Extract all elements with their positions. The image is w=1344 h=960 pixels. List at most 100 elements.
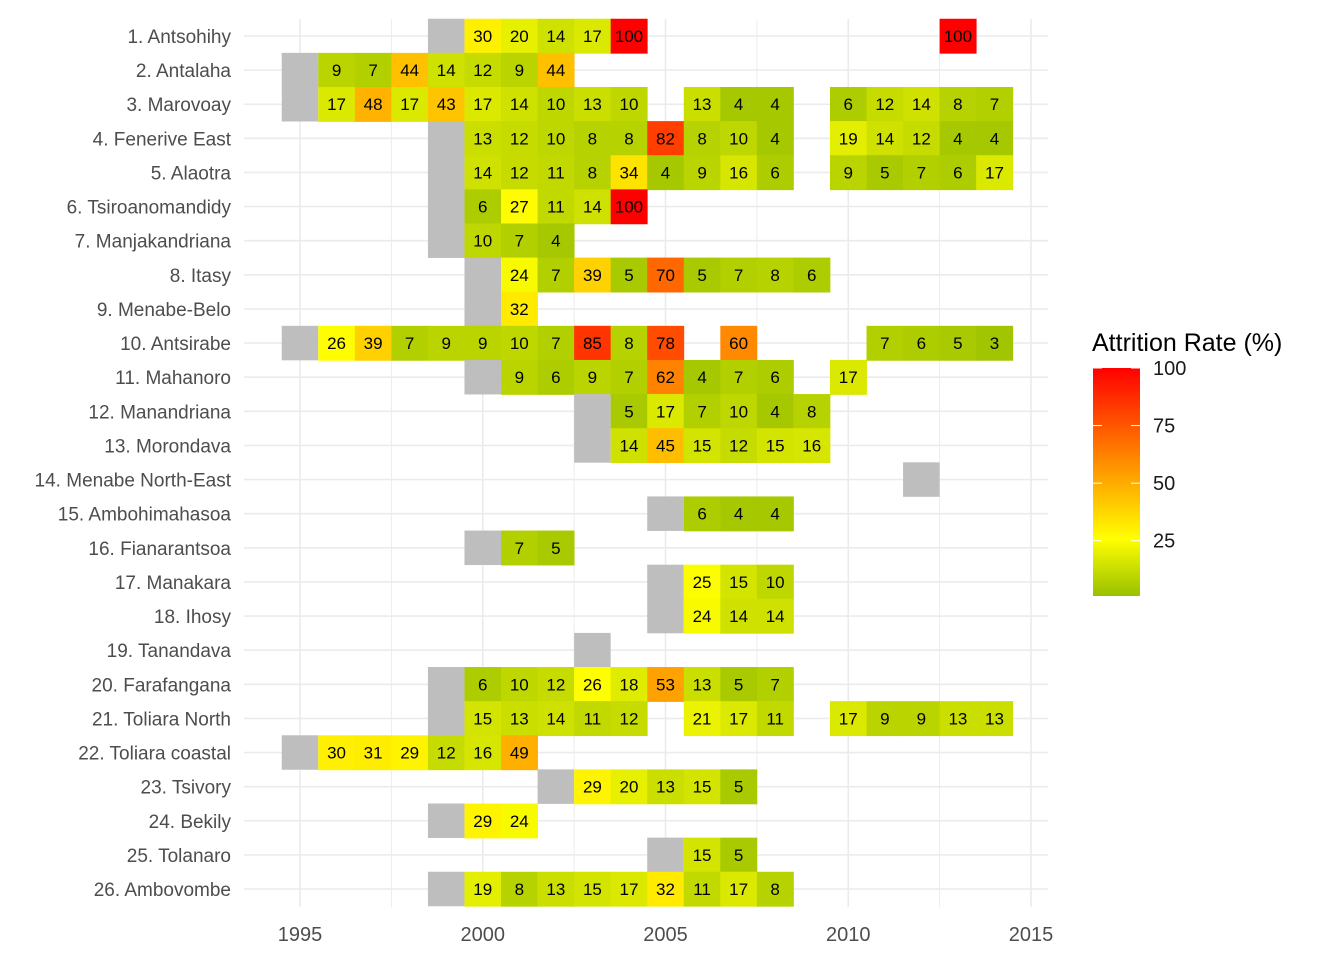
heatmap-cell-missing [427,223,465,258]
y-axis-label: 18. Ihosy [154,607,232,628]
heatmap-cell [683,871,721,907]
heatmap-cell [939,155,977,191]
y-axis-label: 26. Ambovombe [94,880,231,901]
y-axis-label: 13. Morondava [104,436,231,457]
cell-value-label: 12 [473,61,492,80]
cell-value-label: 7 [551,334,560,353]
heatmap-cell [720,86,758,122]
cell-value-label: 16 [802,436,821,455]
y-axis-label: 3. Marovoay [126,95,231,116]
heatmap-cell [574,325,612,361]
cell-value-label: 32 [510,300,529,319]
cell-value-label: 6 [770,163,779,182]
heatmap-cell [756,394,794,429]
heatmap-cell [756,359,794,395]
heatmap-cell-missing [574,632,611,668]
heatmap-cell [464,803,502,839]
heatmap-cell [976,155,1014,191]
cell-value-label: 11 [693,880,711,899]
heatmap-cell [501,52,538,88]
cell-value-label: 17 [583,27,602,46]
heatmap-cell [647,394,685,429]
legend-title: Attrition Rate (%) [1092,329,1282,357]
legend-tick-label: 75 [1153,416,1175,438]
heatmap-cell [976,325,1014,361]
cell-value-label: 14 [510,95,529,114]
cell-value-label: 27 [510,198,529,217]
heatmap-cell [501,223,538,259]
heatmap-cell [501,667,538,702]
heatmap-cell [720,871,758,907]
cell-value-label: 6 [478,198,487,217]
heatmap-cell [501,18,538,54]
heatmap-cell [756,155,794,191]
heatmap-cell [501,359,538,395]
y-axis-label: 23. Tsivory [141,778,232,799]
cell-value-label: 15 [473,709,492,728]
heatmap-cell [647,121,685,157]
heatmap-cell [391,735,429,771]
heatmap-cell [501,86,538,122]
cell-value-label: 8 [807,402,816,421]
cell-value-label: 9 [515,61,524,80]
cell-value-label: 16 [729,163,748,182]
heatmap-cell [464,86,502,122]
cell-value-label: 31 [364,744,383,763]
cell-value-label: 15 [693,778,712,797]
legend-tick-label: 50 [1153,473,1175,495]
y-axis-label: 7. Manjakandriana [75,232,232,253]
heatmap-cell [720,257,758,293]
y-axis-label: 12. Manandriana [88,402,231,423]
cell-value-label: 7 [734,266,743,285]
heatmap-cell [756,86,794,122]
cell-value-label: 14 [546,27,565,46]
cell-value-label: 12 [729,436,748,455]
cell-value-label: 26 [327,334,346,353]
cell-value-label: 3 [990,334,999,353]
y-axis-label: 22. Toliara coastal [78,744,231,765]
heatmap-cell [683,769,721,805]
heatmap-cell-missing [427,803,465,839]
heatmap-cell-missing [464,257,502,293]
heatmap-cell [501,257,538,293]
cell-value-label: 78 [656,334,675,353]
heatmap-cell [501,871,538,907]
cell-value-label: 9 [588,368,597,387]
cell-value-label: 19 [473,880,492,899]
cell-value-label: 6 [844,95,853,114]
cell-value-label: 9 [697,163,706,182]
cell-value-label: 5 [734,846,743,865]
y-axis-label: 2. Antalaha [136,61,232,82]
heatmap-cell-missing [281,325,319,361]
heatmap-cell-missing [464,291,502,327]
heatmap-cell [756,871,794,907]
heatmap-cell [574,189,612,225]
heatmap-cell [610,428,648,464]
cell-value-label: 18 [619,675,638,694]
heatmap-cell [683,86,721,122]
cell-value-label: 60 [729,334,748,353]
cell-value-label: 13 [583,95,602,114]
heatmap-cell [574,701,612,737]
heatmap-cell [939,121,977,157]
heatmap-cell [610,155,648,191]
cell-value-label: 12 [437,744,456,763]
heatmap-cell [829,86,867,122]
cell-value-label: 30 [473,27,492,46]
cell-value-label: 44 [546,61,565,80]
heatmap-cell [427,735,465,771]
heatmap-cell [574,871,612,907]
y-axis-label: 6. Tsiroanomandidy [67,198,232,219]
cell-value-label: 9 [332,61,341,80]
heatmap-cell [537,359,575,395]
cell-value-label: 17 [839,368,858,387]
heatmap-cell [610,86,648,122]
cell-value-label: 14 [583,198,602,217]
cell-value-label: 9 [844,163,853,182]
cell-value-label: 17 [656,402,675,421]
y-axis-label: 1. Antsohihy [127,27,231,48]
heatmap-cell [683,564,721,600]
cell-value-label: 11 [766,709,784,728]
heatmap-cell [683,359,721,395]
heatmap-cell [537,530,575,566]
